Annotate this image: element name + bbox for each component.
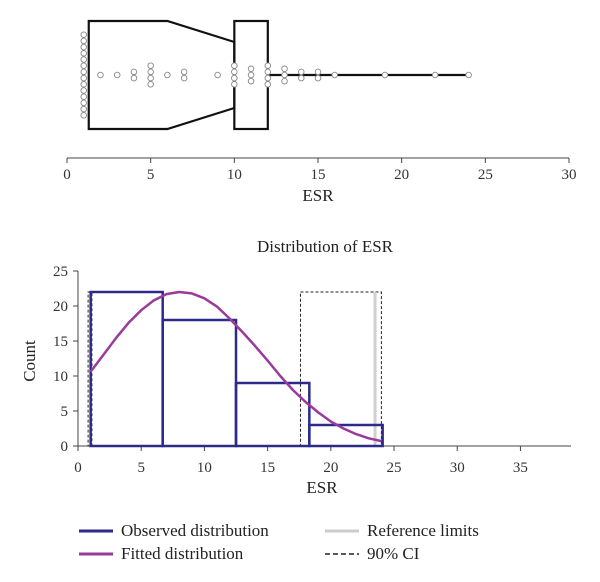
hist-x-tick-label: 5	[137, 460, 145, 476]
box-data-point	[264, 62, 272, 69]
box-x-ticks: 0 5 10 15 20 25 30	[63, 158, 577, 183]
box-data-point	[130, 74, 138, 82]
box-data-point	[314, 68, 322, 76]
box-data-point	[180, 74, 188, 82]
hist-x-tick-label: 35	[513, 460, 528, 476]
legend-label: 90% CI	[367, 544, 420, 563]
box-data-point	[80, 74, 87, 82]
fitted-curve	[89, 290, 382, 443]
box-data-point	[381, 71, 389, 79]
ci-boxes	[87, 291, 382, 447]
box-data-point	[147, 74, 154, 82]
box-data-point	[298, 74, 305, 82]
hist-x-tick-label: 15	[260, 460, 275, 476]
legend-label: Reference limits	[367, 521, 479, 540]
histogram-bar	[308, 423, 384, 448]
box-x-tick-label: 5	[147, 167, 155, 183]
box-data-point	[247, 77, 255, 85]
hist-y-axis-label: Count	[20, 340, 39, 382]
box-data-point	[80, 93, 87, 100]
box-data-point	[80, 105, 87, 113]
fitted-curve-line	[89, 290, 382, 443]
box-data-point	[80, 112, 87, 119]
box-data-point	[231, 81, 238, 88]
box-data-point	[231, 74, 238, 82]
box-data-point	[80, 56, 87, 63]
ci-box	[299, 291, 382, 447]
box-data-point	[80, 81, 87, 88]
hist-x-tick-label: 30	[450, 460, 465, 476]
box-data-point	[130, 68, 138, 76]
legend-label: Fitted distribution	[121, 544, 244, 563]
box-data-point	[180, 68, 188, 76]
hist-x-tick-label: 25	[387, 460, 402, 476]
histogram-bar	[234, 381, 311, 448]
box-data-point	[465, 71, 472, 79]
hist-y-tick-label: 0	[61, 439, 69, 455]
box-x-tick-label: 15	[311, 167, 326, 183]
box-data-point	[264, 68, 272, 76]
box-data-point	[164, 71, 171, 79]
histogram-bar	[89, 290, 164, 448]
box-data-point	[80, 87, 87, 94]
hist-x-axis-label: ESR	[306, 478, 338, 497]
histogram-title: Distribution of ESR	[257, 237, 394, 256]
hist-y-tick-label: 5	[61, 404, 69, 420]
hist-x-tick-label: 20	[323, 460, 338, 476]
box-data-point	[80, 99, 87, 107]
box-x-tick-label: 30	[562, 167, 577, 183]
legend: Observed distribution Reference limits Fit…	[79, 521, 479, 563]
box-x-axis-label: ESR	[302, 186, 334, 205]
box-data-point	[147, 62, 154, 69]
box-data-point	[80, 68, 87, 76]
box-data-point	[80, 43, 87, 51]
box-data-point	[80, 50, 87, 57]
box-data-point	[281, 77, 288, 85]
hist-y-ticks: 0 5 10 15 20 25	[53, 264, 78, 455]
box-data-point	[247, 71, 255, 79]
box-plot-chart: 0 5 10 15 20 25 30 ESR	[63, 19, 577, 205]
box-data-point	[281, 71, 288, 79]
box-x-tick-label: 10	[227, 167, 242, 183]
hist-y-tick-label: 15	[53, 334, 68, 350]
hist-y-tick-label: 20	[53, 299, 68, 315]
box-data-point	[314, 74, 322, 82]
hist-x-tick-label: 0	[74, 460, 82, 476]
box-data-point	[80, 31, 87, 38]
hist-x-tick-label: 10	[197, 460, 212, 476]
hist-x-ticks: 0 5 10 15 20 25 30 35	[74, 446, 528, 476]
box-data-point	[80, 37, 87, 45]
box-data-point	[281, 65, 288, 73]
box-data-point	[97, 71, 104, 79]
box-data-point	[231, 62, 238, 69]
notched-box	[87, 19, 469, 131]
box-data-point	[231, 68, 238, 76]
box-data-point	[331, 71, 338, 79]
histogram-bar	[161, 318, 238, 448]
box-data-point	[113, 71, 121, 79]
legend-label: Observed distribution	[121, 521, 269, 540]
box-data-point	[214, 71, 221, 79]
box-x-tick-label: 25	[478, 167, 493, 183]
box-data-point	[247, 65, 255, 73]
box-x-tick-label: 0	[63, 167, 71, 183]
hist-y-tick-label: 25	[53, 264, 68, 280]
box-data-point	[264, 81, 272, 88]
box-lower-notched-part	[87, 19, 236, 131]
box-data-point	[147, 68, 154, 76]
box-data-point	[298, 68, 305, 76]
hist-y-tick-label: 10	[53, 369, 68, 385]
histogram-chart: Distribution of ESR 0 5 10 15 20 25 30 35 0 5 10 1…	[20, 237, 571, 497]
histogram-bins	[89, 290, 384, 448]
box-data-point	[431, 71, 439, 79]
box-x-tick-label: 20	[394, 167, 409, 183]
box-data-point	[147, 81, 154, 88]
box-data-point	[80, 62, 87, 69]
box-data-point	[264, 74, 272, 82]
box-data-points	[80, 31, 472, 119]
